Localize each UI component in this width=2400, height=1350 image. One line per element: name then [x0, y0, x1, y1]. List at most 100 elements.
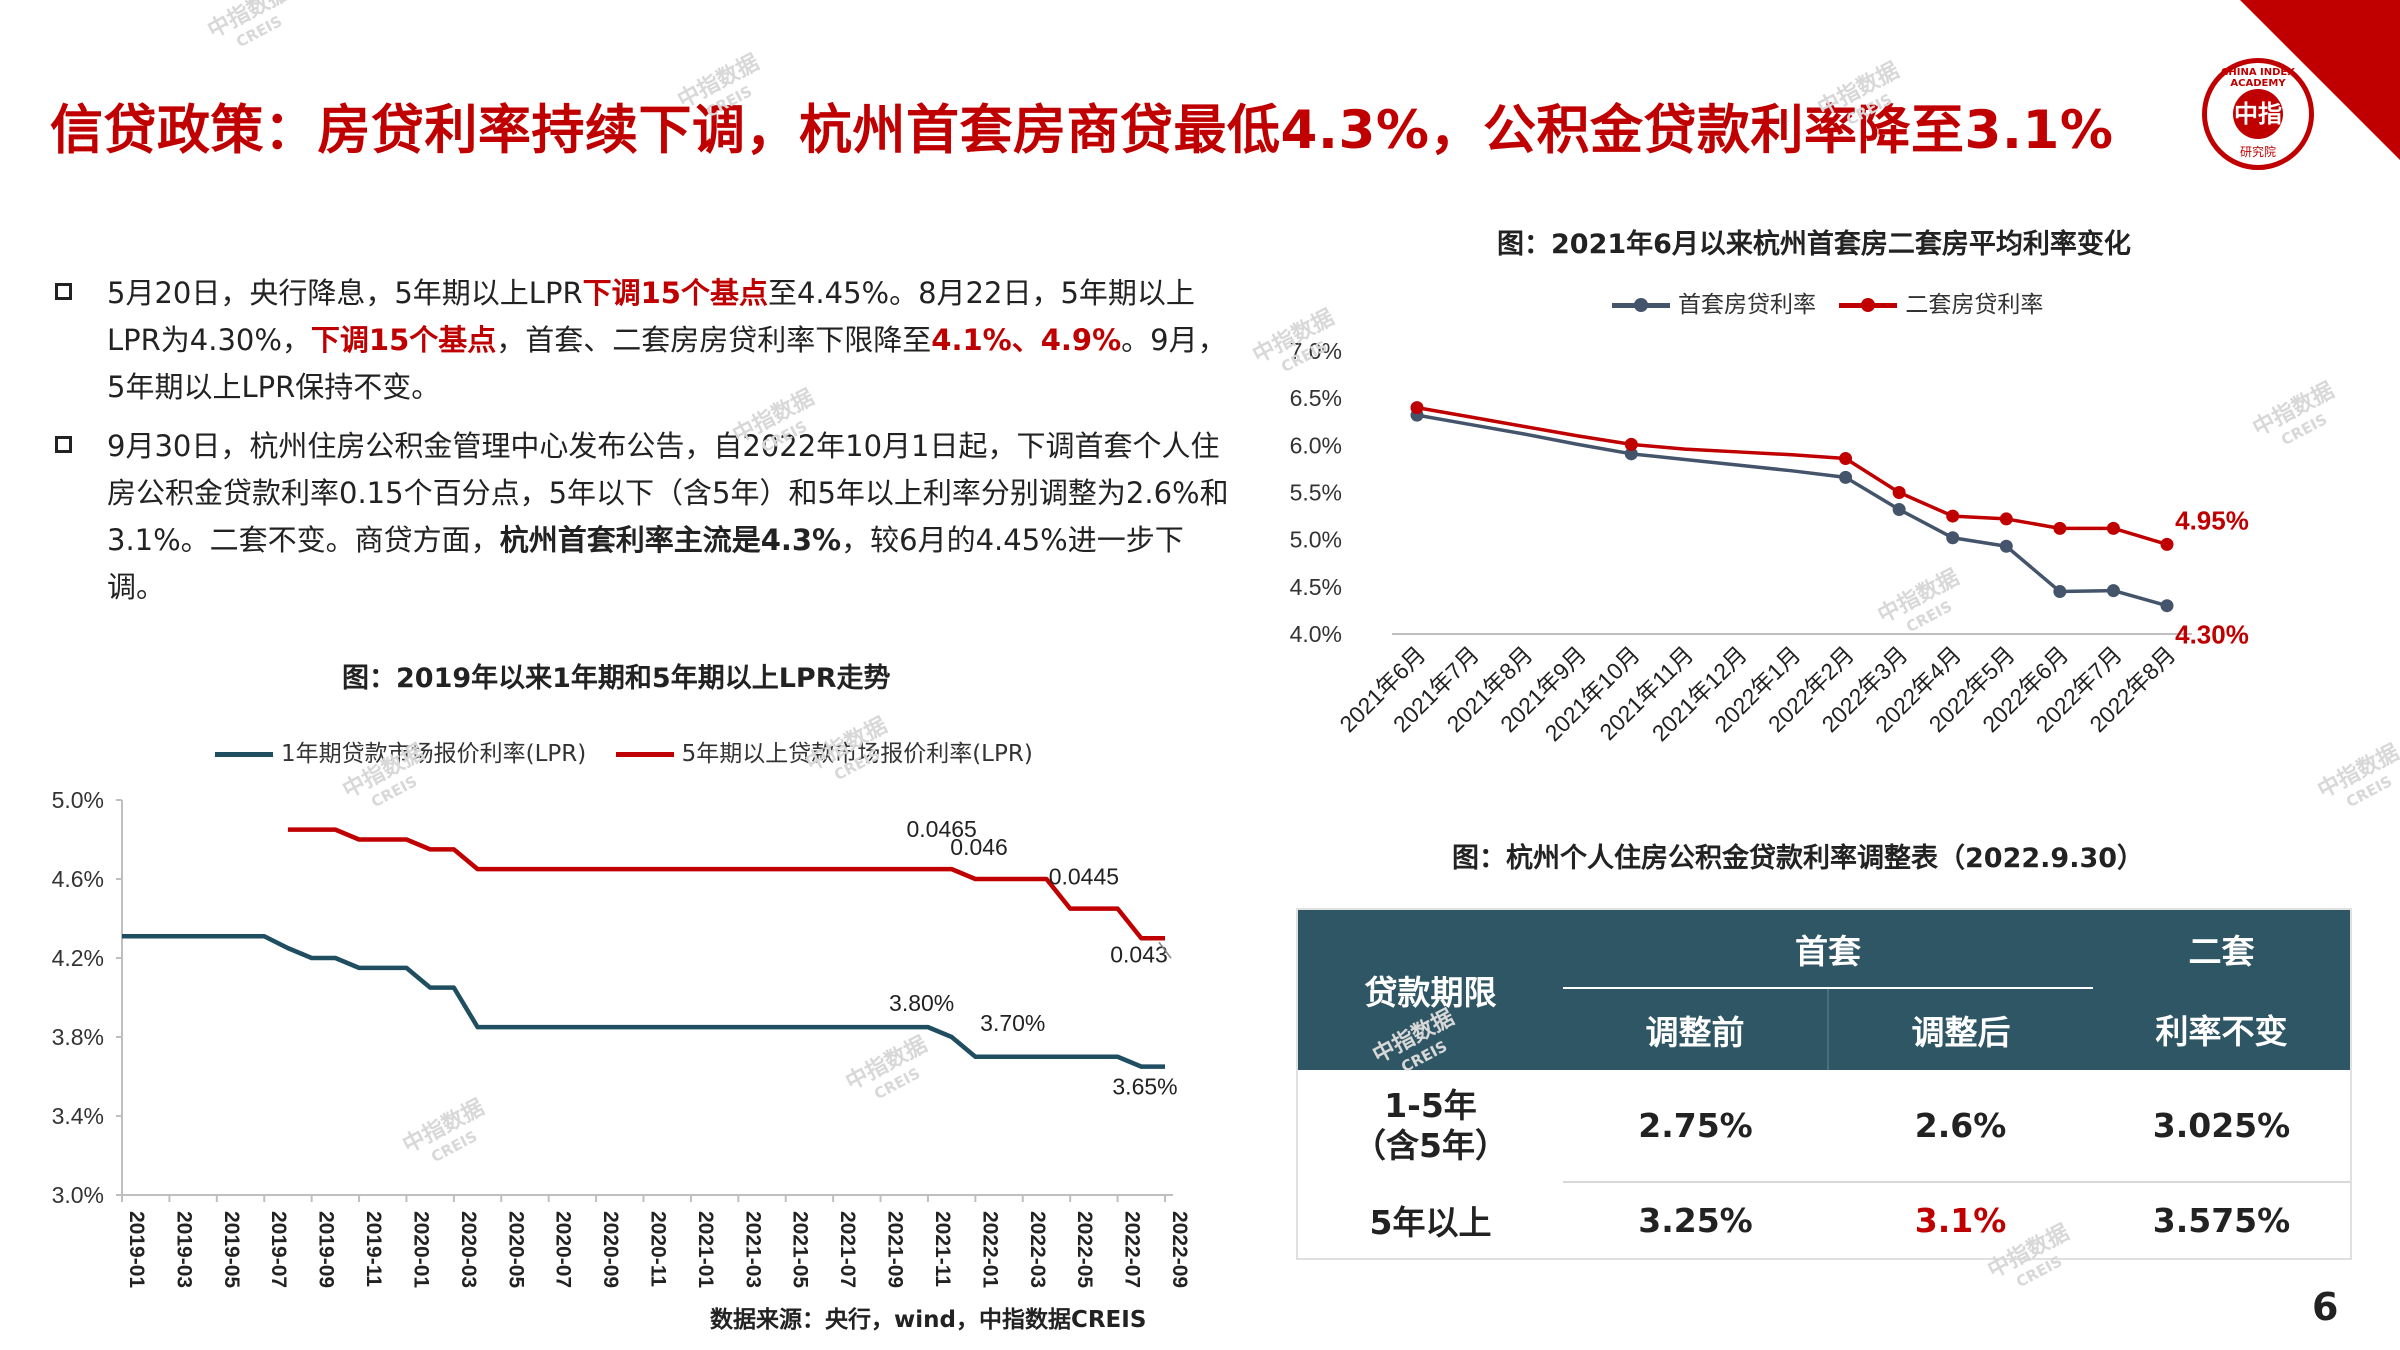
hz-data-point-2: [1946, 509, 1960, 523]
table-title: 图：杭州个人住房公积金贷款利率调整表（2022.9.30）: [1452, 843, 2145, 874]
hz-data-point-1: [1946, 531, 1960, 545]
th-unchanged: 利率不变: [2093, 988, 2350, 1070]
table-cell-second: 3.575%: [2152, 1201, 2291, 1240]
table-cell-period: 5年以上: [1369, 1203, 1492, 1242]
hz-y-tick-label: 4.0%: [1290, 621, 1342, 647]
bullet-1-seg-2: 下调15个基点: [582, 276, 768, 310]
hz-data-point-1: [1999, 539, 2013, 553]
lpr-x-tick-label: 2019-01: [125, 1211, 148, 1288]
bullet-1-seg-6: 4.1%、4.9%: [931, 323, 1122, 357]
lpr-leader-line: [1158, 941, 1172, 959]
lpr-x-tick-label: 2020-05: [504, 1211, 527, 1288]
lpr-x-tick-label: 2021-03: [741, 1211, 764, 1288]
bullet-1-seg-1: 5月20日，央行降息，5年期以上LPR: [107, 276, 583, 310]
lpr-y-tick-label: 5.0%: [52, 787, 104, 813]
lpr-data-label: 3.70%: [980, 1010, 1045, 1036]
lpr-data-label: 3.65%: [1112, 1074, 1177, 1100]
lpr-x-tick-label: 2019-03: [172, 1211, 195, 1288]
table-cell-before: 2.75%: [1563, 1070, 1828, 1183]
hz-legend: 首套房贷利率 二套房贷利率: [1612, 285, 2043, 319]
lpr-legend: 1年期贷款市场报价利率(LPR) 5年期以上贷款市场报价利率(LPR): [215, 734, 1033, 768]
lpr-chart-title: 图：2019年以来1年期和5年期以上LPR走势: [342, 663, 891, 694]
hz-data-point-2: [1410, 401, 1424, 415]
lpr-x-tick-label: 2022-03: [1026, 1211, 1049, 1288]
hz-y-tick-label: 6.0%: [1290, 432, 1342, 458]
table-cell-after: 3.1%: [1914, 1201, 2007, 1240]
bullet-box-icon: [55, 436, 72, 453]
watermark: 中指数据 CREIS: [204, 0, 303, 62]
lpr-legend-swatch-2: [615, 752, 674, 757]
hz-data-point-2: [1624, 437, 1638, 451]
lpr-x-tick-label: 2022-07: [1121, 1211, 1144, 1288]
hz-data-point-2: [2106, 521, 2120, 535]
hz-data-point-1: [2160, 599, 2174, 613]
lpr-legend-label-2: 5年期以上贷款市场报价利率(LPR): [681, 741, 1033, 767]
table-cell-period: 1-5年 （含5年）: [1298, 1070, 1563, 1182]
lpr-x-tick-label: 2022-09: [1168, 1211, 1191, 1288]
lpr-legend-item-2: 5年期以上贷款市场报价利率(LPR): [615, 741, 1033, 767]
bullet-1-seg-3: 至4.45%。8月22日，5年期以上LPR为4.30%，: [107, 276, 1195, 357]
lpr-series-line-1: [122, 934, 1165, 1069]
lpr-data-label: 0.046: [950, 834, 1008, 860]
hz-legend-item-1: 首套房贷利率: [1612, 292, 1816, 318]
hz-data-label: 4.30%: [2175, 620, 2249, 650]
lpr-data-label: 0.0445: [1049, 864, 1119, 890]
bullet-list: 5月20日，央行降息，5年期以上LPR下调15个基点至4.45%。8月22日，5…: [55, 270, 1235, 623]
table-cell-second: 3.025%: [2093, 1070, 2350, 1183]
th-first: 首套: [1563, 910, 2093, 989]
lpr-x-tick-label: 2020-09: [599, 1211, 622, 1288]
hz-y-tick-label: 6.5%: [1290, 385, 1342, 411]
lpr-y-tick-label: 4.2%: [52, 945, 104, 971]
logo: CHINA INDEX ACADEMY 中指 研究院: [2202, 58, 2314, 170]
lpr-x-tick-label: 2020-07: [552, 1211, 575, 1288]
hz-data-point-1: [1892, 502, 1906, 516]
page-title: 信贷政策：房贷利率持续下调，杭州首套房商贷最低4.3%，公积金贷款利率降至3.1…: [50, 100, 2114, 161]
bullet-1-seg-7: 。9月，5年期以上LPR保持不变。: [107, 323, 1227, 404]
lpr-data-label: 0.0465: [906, 816, 976, 842]
row-1-period: 1-5年: [1384, 1086, 1477, 1125]
hz-y-tick-label: 5.0%: [1290, 527, 1342, 553]
hz-series-line-1: [1416, 413, 2168, 608]
lpr-x-tick-label: 2022-05: [1073, 1211, 1096, 1288]
watermark: 中指数据 CREIS: [2314, 740, 2400, 822]
lpr-x-tick-label: 2020-03: [457, 1211, 480, 1288]
hz-legend-dot-1: [1634, 298, 1648, 312]
source-note: 数据来源：央行，wind，中指数据CREIS: [710, 1307, 1147, 1333]
row-1-period-note: （含5年）: [1353, 1126, 1508, 1165]
table-cell-after: 2.6%: [1828, 1070, 2093, 1183]
lpr-y-tick-label: 3.4%: [52, 1103, 104, 1129]
th-after: 调整后: [1828, 988, 2093, 1070]
hz-data-point-1: [1839, 470, 1853, 484]
hz-legend-swatch-2: [1839, 298, 1898, 312]
bullet-item-1: 5月20日，央行降息，5年期以上LPR下调15个基点至4.45%。8月22日，5…: [55, 270, 1235, 411]
rate-table-frame: 贷款期限 首套 二套 调整前 调整后 利率不变 1-5年 （含5年） 2.75%…: [1296, 908, 2352, 1260]
th-before: 调整前: [1563, 988, 1829, 1070]
hz-data-point-2: [1839, 452, 1853, 466]
lpr-legend-item-1: 1年期贷款市场报价利率(LPR): [215, 741, 586, 767]
hz-series-line-2: [1416, 405, 2168, 547]
hz-legend-item-2: 二套房贷利率: [1839, 292, 2043, 318]
hz-data-label: 4.95%: [2175, 505, 2249, 535]
rate-table: 贷款期限 首套 二套 调整前 调整后 利率不变 1-5年 （含5年） 2.75%…: [1298, 910, 2350, 1258]
lpr-x-tick-label: 2021-07: [836, 1211, 859, 1288]
bullet-2-seg-3: ，较6月的4.45%进一步下调。: [107, 523, 1184, 604]
bullet-item-2: 9月30日，杭州住房公积金管理中心发布公告，自2022年10月1日起，下调首套个…: [55, 423, 1235, 611]
bullet-1-seg-4: 下调15个基点: [310, 323, 497, 357]
hz-data-point-1: [2053, 585, 2067, 599]
lpr-x-tick-label: 2019-05: [220, 1211, 243, 1288]
hz-y-tick-label: 4.5%: [1290, 574, 1342, 600]
hz-data-point-1: [2106, 584, 2120, 598]
lpr-x-tick-label: 2020-01: [409, 1211, 432, 1288]
hz-legend-label-1: 首套房贷利率: [1678, 292, 1816, 318]
hz-legend-label-2: 二套房贷利率: [1905, 292, 2044, 318]
logo-mark: 中指: [2233, 89, 2283, 139]
lpr-x-tick-label: 2019-11: [362, 1211, 385, 1287]
table-row: 1-5年 （含5年） 2.75% 2.6% 3.025%: [1298, 1070, 2350, 1183]
table-cell-before: 3.25%: [1638, 1201, 1753, 1240]
bullet-box-icon: [55, 283, 72, 300]
lpr-x-tick-label: 2020-11: [647, 1211, 670, 1287]
lpr-y-tick-label: 4.6%: [52, 866, 104, 892]
bullet-2-seg-2: 杭州首套利率主流是4.3%: [499, 523, 842, 557]
hz-data-point-1: [1624, 447, 1638, 461]
bullet-1-seg-5: ，首套、二套房房贷利率下限降至: [496, 323, 932, 357]
